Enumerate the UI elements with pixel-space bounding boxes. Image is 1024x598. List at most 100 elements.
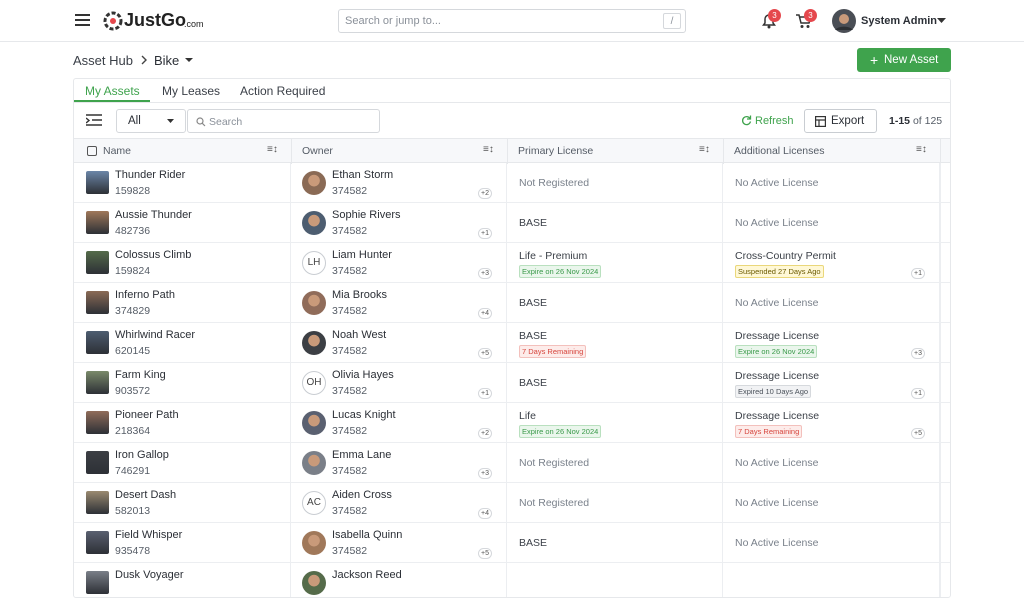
breadcrumb-item[interactable]: Asset Hub <box>73 53 133 68</box>
asset-name[interactable]: Desert Dash <box>115 489 177 501</box>
owner-id: 374582 <box>332 465 368 477</box>
sort-icon[interactable]: ≡↕ <box>916 144 927 155</box>
asset-thumbnail <box>86 531 109 554</box>
license-more[interactable]: +3 <box>911 348 925 359</box>
sort-icon[interactable]: ≡↕ <box>699 144 710 155</box>
table-cell: Dressage License Expired 10 Days Ago +1 <box>723 363 940 403</box>
table-cell: Desert Dash 582013 <box>74 483 291 523</box>
column-header[interactable]: Name <box>103 145 132 157</box>
column-header[interactable]: Primary License <box>518 145 594 157</box>
owner-name[interactable]: Liam Hunter <box>332 249 392 261</box>
asset-name[interactable]: Iron Gallop <box>115 449 169 461</box>
sort-icon[interactable]: ≡↕ <box>267 144 278 155</box>
column-divider <box>940 363 941 403</box>
owner-avatar <box>302 571 326 595</box>
export-button[interactable]: Export <box>804 109 877 133</box>
columns-toggle[interactable] <box>86 114 102 127</box>
asset-name[interactable]: Aussie Thunder <box>115 209 192 221</box>
column-header[interactable]: Owner <box>302 145 333 157</box>
owner-more[interactable]: +3 <box>478 268 492 279</box>
owner-name[interactable]: Isabella Quinn <box>332 529 403 541</box>
refresh-button[interactable]: Refresh <box>755 115 794 127</box>
global-search[interactable]: Search or jump to... / <box>338 9 686 33</box>
owner-name[interactable]: Ethan Storm <box>332 169 394 181</box>
logo[interactable]: JustGo <box>124 10 187 30</box>
sort-icon[interactable]: ≡↕ <box>483 144 494 155</box>
table-row[interactable]: Farm King 903572 OH Olivia Hayes 374582 +1 BAS… <box>74 363 950 403</box>
owner-id: 374582 <box>332 505 368 517</box>
asset-name[interactable]: Whirlwind Racer <box>115 329 196 341</box>
table-row[interactable]: Iron Gallop 746291 Emma Lane 374582 +3 Not Re… <box>74 443 950 483</box>
table-cell: Thunder Rider 159828 <box>74 163 291 203</box>
tab[interactable]: My Leases <box>162 84 221 98</box>
user-caret[interactable] <box>937 18 946 24</box>
new-asset-button[interactable]: + New Asset <box>857 48 951 72</box>
column-header[interactable]: Additional Licenses <box>734 145 825 157</box>
owner-name[interactable]: Sophie Rivers <box>332 209 401 221</box>
table-cell: Mia Brooks 374582 +4 <box>291 283 507 323</box>
owner-more[interactable]: +2 <box>478 428 492 439</box>
license-more[interactable]: +1 <box>911 388 925 399</box>
owner-name[interactable]: Aiden Cross <box>332 489 392 501</box>
page: JustGo .com Search or jump to... / 3 3 S… <box>0 9 1024 598</box>
table-row[interactable]: Inferno Path 374829 Mia Brooks 374582 +4 BASE… <box>74 283 950 323</box>
owner-id: 374582 <box>332 425 368 437</box>
asset-name[interactable]: Farm King <box>115 369 166 381</box>
owner-name[interactable]: Jackson Reed <box>332 569 402 581</box>
asset-name[interactable]: Dusk Voyager <box>115 569 184 581</box>
menu-icon[interactable] <box>75 14 90 27</box>
search-icon <box>196 117 206 127</box>
asset-thumbnail <box>86 291 109 314</box>
column-divider <box>940 443 941 483</box>
license-status: Expire on 26 Nov 2024 <box>519 425 602 438</box>
owner-more[interactable]: +5 <box>478 548 492 559</box>
table-row[interactable]: Colossus Climb 159824 LH Liam Hunter 374582 +… <box>74 243 950 283</box>
table-row[interactable]: Whirlwind Racer 620145 Noah West 374582 +5 BA… <box>74 323 950 363</box>
table-row[interactable]: Desert Dash 582013 AC Aiden Cross 374582 +4 No… <box>74 483 950 523</box>
asset-name[interactable]: Thunder Rider <box>115 169 186 181</box>
asset-name[interactable]: Field Whisper <box>115 529 183 541</box>
owner-more[interactable]: +2 <box>478 188 492 199</box>
license-name: No Active License <box>735 297 819 309</box>
asset-name[interactable]: Pioneer Path <box>115 409 179 421</box>
filter-select[interactable]: All <box>116 109 186 133</box>
tab-active[interactable]: My Assets <box>85 84 140 98</box>
license-more[interactable]: +5 <box>911 428 925 439</box>
owner-name[interactable]: Lucas Knight <box>332 409 396 421</box>
table-row[interactable]: Thunder Rider 159828 Ethan Storm 374582 +2 No… <box>74 163 950 203</box>
owner-avatar <box>302 331 326 355</box>
table-cell: Ethan Storm 374582 +2 <box>291 163 507 203</box>
owner-avatar <box>302 531 326 555</box>
user-avatar[interactable] <box>832 9 856 33</box>
owner-more[interactable]: +3 <box>478 468 492 479</box>
owner-more[interactable]: +1 <box>478 228 492 239</box>
owner-name[interactable]: Emma Lane <box>332 449 392 461</box>
table-row[interactable]: Aussie Thunder 482736 Sophie Rivers 374582 +… <box>74 203 950 243</box>
owner-name[interactable]: Noah West <box>332 329 387 341</box>
pagination: 1-15 of 125 <box>889 115 942 127</box>
plus-icon: + <box>870 52 879 68</box>
asset-name[interactable]: Colossus Climb <box>115 249 192 261</box>
table-search[interactable]: Search <box>187 109 380 133</box>
table-row[interactable]: Dusk Voyager Jackson Reed <box>74 563 950 597</box>
owner-more[interactable]: +1 <box>478 388 492 399</box>
owner-more[interactable]: +4 <box>478 308 492 319</box>
owner-name[interactable]: Olivia Hayes <box>332 369 394 381</box>
asset-name[interactable]: Inferno Path <box>115 289 175 301</box>
license-more[interactable]: +1 <box>911 268 925 279</box>
license-name: BASE <box>519 537 548 549</box>
column-divider <box>940 403 941 443</box>
owner-more[interactable]: +4 <box>478 508 492 519</box>
table-row[interactable]: Pioneer Path 218364 Lucas Knight 374582 +2 Li… <box>74 403 950 443</box>
select-all-checkbox[interactable] <box>87 146 97 156</box>
refresh-icon[interactable] <box>741 115 752 126</box>
table-row[interactable]: Field Whisper 935478 Isabella Quinn 374582 +… <box>74 523 950 563</box>
tab[interactable]: Action Required <box>240 84 326 98</box>
breadcrumb-caret[interactable] <box>185 58 193 63</box>
owner-more[interactable]: +5 <box>478 348 492 359</box>
asset-thumbnail <box>86 451 109 474</box>
owner-id: 374582 <box>332 225 368 237</box>
owner-name[interactable]: Mia Brooks <box>332 289 388 301</box>
user-name[interactable]: System Admin <box>861 15 938 27</box>
license-name: Dressage License <box>735 330 820 342</box>
